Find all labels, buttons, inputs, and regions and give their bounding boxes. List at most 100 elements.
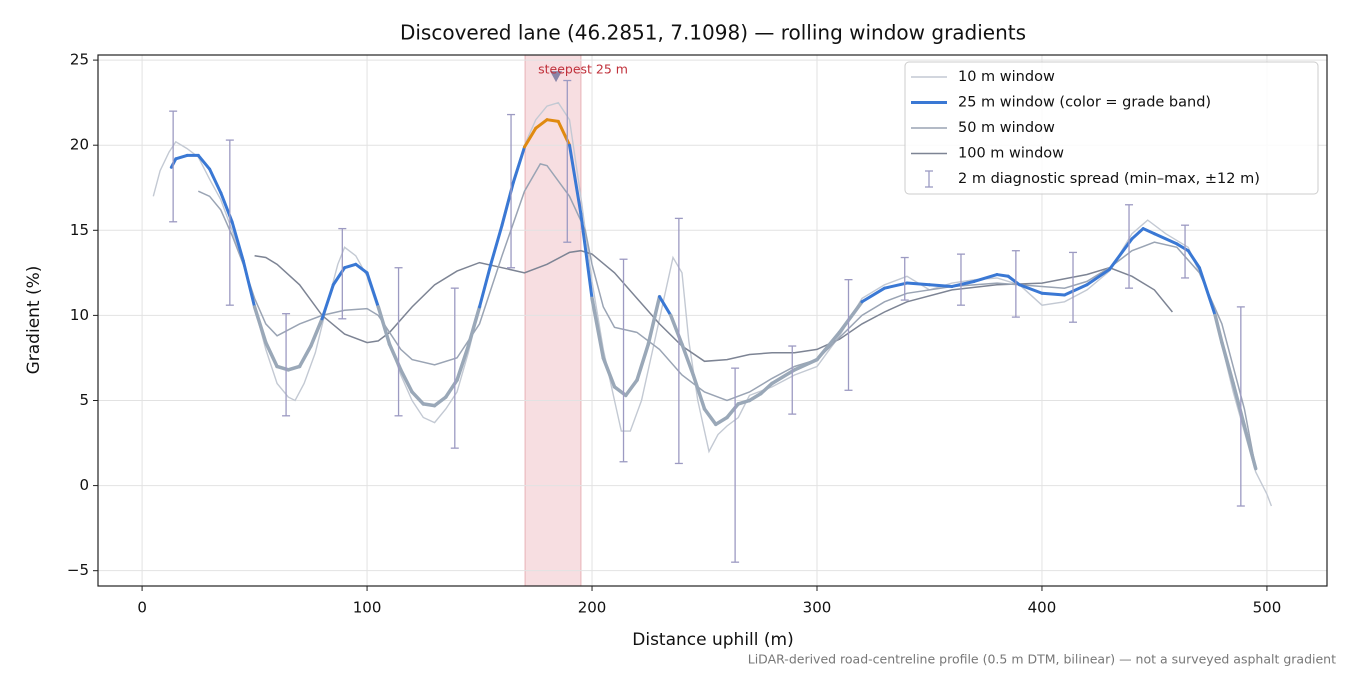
- line-segment: [669, 313, 684, 347]
- error-bar: [225, 139, 234, 306]
- error-bar: [1011, 250, 1020, 318]
- legend-label: 2 m diagnostic spread (min–max, ±12 m): [958, 171, 1260, 187]
- line-segment: [489, 223, 504, 266]
- line-segment: [1006, 274, 1021, 287]
- plot-frame: [97, 54, 1328, 587]
- steepest-label: steepest 25 m: [538, 62, 628, 77]
- line-segment: [568, 143, 583, 215]
- line-segment: [511, 145, 527, 185]
- legend-label: 25 m window (color = grade band): [958, 95, 1211, 111]
- line-segment: [432, 395, 448, 408]
- y-tick-label: −5: [67, 561, 89, 579]
- line-segment: [646, 294, 662, 347]
- line-segment: [792, 357, 819, 372]
- line-segment: [523, 126, 538, 149]
- line-segment: [736, 398, 752, 406]
- line-segment: [759, 381, 774, 396]
- error-bar: [1069, 251, 1078, 323]
- line-segment: [1242, 424, 1258, 471]
- error-bar: [674, 217, 683, 465]
- line-segment: [1062, 283, 1089, 297]
- line-segment: [1186, 249, 1201, 270]
- line-segment: [1085, 267, 1111, 287]
- line-segment: [837, 300, 864, 335]
- chart-title: Discovered lane (46.2851, 7.1098) — roll…: [400, 21, 1026, 45]
- y-tick-label: 5: [79, 391, 89, 409]
- line-segment: [1213, 313, 1224, 345]
- x-tick-label: 500: [1253, 599, 1282, 617]
- error-bar: [1181, 224, 1190, 279]
- y-tick-label: 20: [70, 136, 89, 154]
- line-segment: [714, 415, 729, 427]
- x-tick-label: 200: [578, 599, 607, 617]
- line-segment: [478, 262, 493, 309]
- x-tick-label: 400: [1028, 599, 1057, 617]
- line-segment: [230, 220, 245, 263]
- line-segment: [624, 378, 639, 398]
- line-segment: [590, 296, 606, 360]
- line-segment: [860, 286, 886, 304]
- line-segment: [815, 330, 842, 362]
- line-segment: [1220, 340, 1235, 386]
- line-segment: [421, 402, 437, 408]
- line-segment: [1107, 237, 1134, 271]
- line-segment: [320, 283, 335, 321]
- x-tick-label: 300: [803, 599, 832, 617]
- steepest-marker: [550, 71, 563, 83]
- y-axis-label: Gradient (%): [24, 266, 44, 375]
- line-segment: [702, 407, 718, 427]
- x-tick-label: 100: [353, 599, 382, 617]
- error-bar: [507, 113, 516, 269]
- line-segment: [1130, 227, 1145, 241]
- error-bar: [956, 253, 965, 306]
- y-tick-label: 0: [79, 476, 89, 494]
- series-line: [197, 163, 1257, 469]
- x-tick-label: 0: [137, 599, 147, 617]
- series-line: [152, 101, 1273, 507]
- line-segment: [658, 295, 673, 317]
- line-segment: [365, 271, 380, 309]
- error-bar: [450, 287, 459, 449]
- series-line: [254, 249, 1173, 363]
- error-bar: [1236, 306, 1245, 507]
- line-segment: [882, 281, 909, 290]
- line-segment: [264, 340, 279, 369]
- line-segment: [635, 342, 651, 382]
- line-segment: [534, 118, 549, 130]
- line-segment: [1231, 381, 1247, 428]
- error-bar: [900, 256, 909, 301]
- error-bar: [338, 227, 347, 320]
- y-tick-label: 25: [70, 51, 89, 69]
- steepest-span: [524, 54, 582, 587]
- line-segment: [927, 283, 954, 288]
- line-segment: [995, 273, 1010, 278]
- error-bar: [1125, 204, 1134, 289]
- error-bar: [394, 267, 403, 417]
- line-segment: [579, 211, 594, 300]
- line-segment: [950, 279, 976, 288]
- error-bar: [282, 313, 291, 417]
- line-segment: [309, 317, 324, 348]
- line-segment: [376, 305, 392, 347]
- line-segment: [1197, 266, 1217, 317]
- line-segment: [241, 259, 257, 309]
- legend-box: [904, 61, 1319, 195]
- line-segment: [343, 262, 358, 270]
- line-segment: [680, 342, 696, 377]
- error-bar: [788, 345, 797, 415]
- line-segment: [725, 402, 741, 420]
- error-bar: [844, 279, 853, 391]
- error-bar: [169, 110, 178, 223]
- legend-label: 10 m window: [958, 69, 1055, 85]
- line-segment: [208, 167, 223, 195]
- line-segment: [1040, 291, 1066, 297]
- line-segment: [455, 344, 471, 382]
- line-segment: [410, 390, 426, 406]
- error-bar: [731, 367, 740, 563]
- error-bar: [619, 258, 628, 463]
- line-segment: [354, 262, 369, 275]
- line-segment: [196, 153, 212, 171]
- error-bar: [563, 79, 572, 243]
- line-segment: [1175, 242, 1190, 253]
